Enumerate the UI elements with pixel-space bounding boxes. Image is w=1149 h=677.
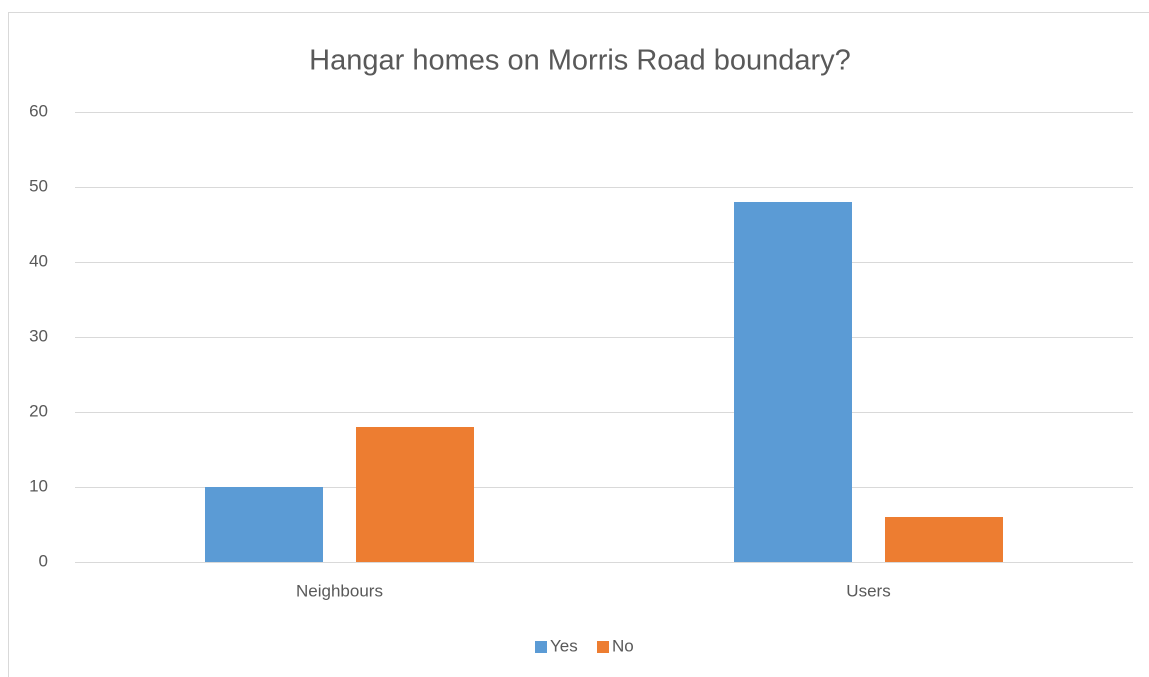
y-tick-label: 40 — [29, 251, 48, 270]
legend-swatch — [597, 641, 609, 653]
bar — [734, 202, 852, 562]
bar — [885, 517, 1003, 562]
legend-label: No — [612, 636, 634, 655]
x-tick-label: Users — [846, 581, 890, 600]
chart-border — [8, 12, 1149, 677]
legend-label: Yes — [550, 636, 578, 655]
y-tick-label: 50 — [29, 176, 48, 195]
legend-swatch — [535, 641, 547, 653]
y-tick-label: 10 — [29, 476, 48, 495]
y-tick-label: 30 — [29, 326, 48, 345]
bar — [205, 487, 323, 562]
y-tick-label: 60 — [29, 101, 48, 120]
x-tick-label: Neighbours — [296, 581, 383, 600]
y-tick-label: 20 — [29, 401, 48, 420]
chart-title: Hangar homes on Morris Road boundary? — [309, 45, 851, 77]
y-tick-label: 0 — [39, 551, 48, 570]
bar — [356, 427, 474, 562]
